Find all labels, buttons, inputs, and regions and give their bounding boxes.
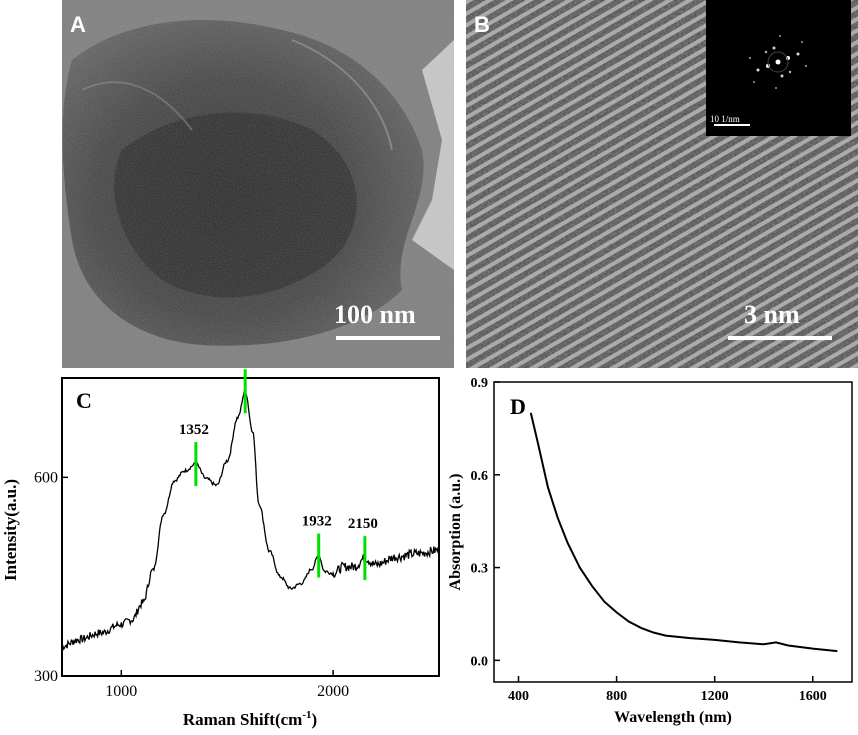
- absorption-x-tick-label: 1600: [799, 689, 827, 704]
- absorption-y-tick-label: 0.0: [471, 654, 489, 669]
- panel-label-c: C: [76, 388, 92, 413]
- absorption-plot-frame: [493, 381, 853, 683]
- raman-plot-frame: [61, 377, 440, 677]
- panel-label-a: A: [70, 12, 86, 37]
- raman-peak-label: 1932: [302, 513, 332, 529]
- absorption-y-tick-label: 0.6: [471, 469, 489, 484]
- absorption-y-tick-label: 0.9: [471, 376, 489, 391]
- raman-x-tick-label: 2000: [317, 683, 349, 700]
- raman-x-tick-label: 1000: [105, 683, 137, 700]
- panel-label-b: B: [474, 12, 490, 37]
- inset-scale-bar-label: 10 1/nm: [710, 114, 740, 124]
- absorption-x-axis-label: Wavelength (nm): [614, 709, 732, 726]
- scale-bar-label-a: 100 nm: [334, 300, 416, 329]
- raman-y-tick-label: 300: [34, 668, 58, 685]
- raman-x-axis-label: Raman Shift(cm-1): [183, 709, 317, 729]
- absorption-x-tick-label: 1200: [701, 689, 729, 704]
- absorption-x-tick-label: 400: [508, 689, 529, 704]
- raman-peak-label: 1352: [179, 422, 209, 438]
- raman-curve: [61, 389, 440, 651]
- absorption-chart: 400 800 1200 1600 0.0 0.3 0.6 0.9 D Wavelength…: [447, 376, 853, 726]
- tem-image-panel-a: [62, 0, 454, 368]
- scale-bar-a: [336, 336, 440, 340]
- diffraction-pattern: [714, 35, 807, 126]
- absorption-y-axis-label: Absorption (a.u.): [447, 474, 464, 591]
- raman-peak-label: 2150: [348, 516, 378, 532]
- absorption-curve: [529, 412, 838, 653]
- tem-micrograph: [62, 0, 454, 368]
- absorption-x-tick-label: 800: [606, 689, 627, 704]
- saed-inset: [706, 0, 851, 136]
- scale-bar-label-b: 3 nm: [744, 300, 800, 329]
- panel-label-d: D: [510, 394, 526, 419]
- raman-y-axis-label: Intensity(a.u.): [1, 479, 20, 581]
- scale-bar-b: [728, 336, 832, 340]
- raman-y-tick-label: 600: [34, 469, 58, 486]
- absorption-y-tick-label: 0.3: [471, 562, 489, 577]
